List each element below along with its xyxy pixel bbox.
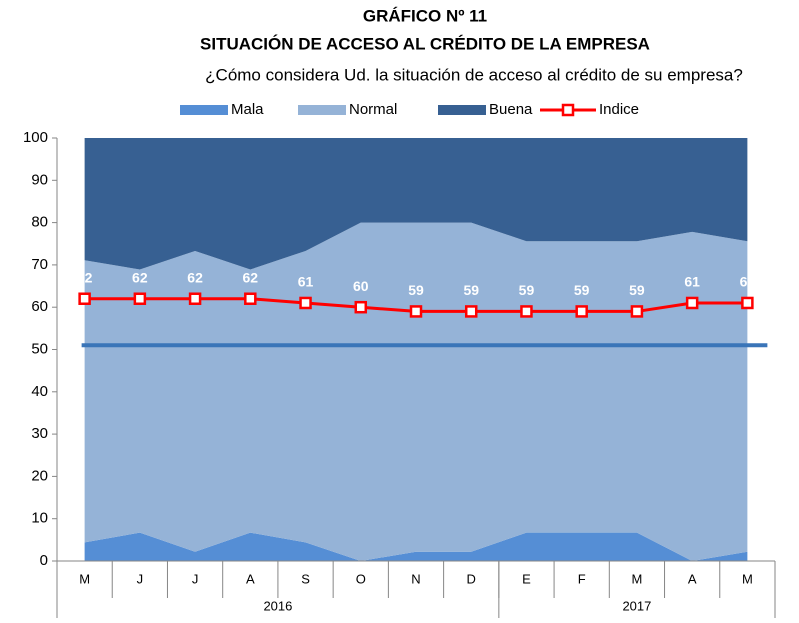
data-label: 59 (519, 282, 535, 298)
legend-label: Indice (599, 101, 639, 118)
group-label: 2016 (263, 598, 292, 613)
x-tick-label: A (688, 571, 697, 586)
data-label: 62 (77, 269, 93, 285)
y-tick-label: 0 (40, 552, 48, 569)
data-label: 61 (684, 274, 700, 290)
y-tick-label: 90 (31, 171, 48, 188)
group-label: 2017 (622, 598, 651, 613)
data-label: 61 (298, 274, 314, 290)
data-label: 62 (187, 269, 203, 285)
x-tick-label: J (137, 571, 144, 586)
y-tick-label: 50 (31, 340, 48, 357)
y-tick-label: 80 (31, 214, 48, 231)
data-label: 59 (629, 282, 645, 298)
y-tick-label: 100 (23, 129, 48, 146)
marker (575, 305, 588, 318)
x-tick-label: O (356, 571, 366, 586)
chart-title: GRÁFICO Nº 11 (363, 6, 487, 25)
marker (78, 292, 91, 305)
marker (630, 305, 644, 318)
y-tick-label: 60 (31, 298, 48, 315)
x-tick-label: S (301, 571, 310, 586)
x-tick-label: M (79, 571, 90, 586)
data-label: 59 (408, 282, 424, 298)
legend-label: Mala (231, 101, 264, 118)
y-tick-label: 40 (31, 383, 48, 400)
marker (299, 296, 312, 310)
data-label: 62 (243, 269, 259, 285)
marker (741, 296, 754, 310)
marker (409, 305, 423, 318)
x-tick-label: A (246, 571, 255, 586)
legend-label: Normal (349, 101, 397, 118)
chart-subtitle: SITUACIÓN DE ACCESO AL CRÉDITO DE LA EMP… (200, 34, 650, 53)
legend-label: Buena (489, 101, 533, 118)
data-label: 61 (740, 274, 756, 290)
marker (188, 292, 202, 305)
area (84, 138, 748, 270)
x-tick-label: M (742, 571, 753, 586)
x-tick-label: M (632, 571, 643, 586)
x-tick-label: J (192, 571, 199, 586)
legend-swatch (298, 105, 346, 115)
x-tick-label: F (578, 571, 586, 586)
marker (133, 292, 147, 305)
x-tick-label: D (467, 571, 476, 586)
marker (354, 300, 368, 314)
data-label: 59 (574, 282, 590, 298)
y-tick-label: 10 (31, 510, 48, 527)
legend-swatch (180, 105, 228, 115)
data-label: 60 (353, 278, 369, 294)
legend-swatch (438, 105, 486, 115)
marker (685, 296, 699, 310)
y-tick-label: 20 (31, 467, 48, 484)
y-tick-label: 70 (31, 256, 48, 273)
area (84, 532, 748, 561)
x-tick-label: N (411, 571, 420, 586)
chart-question: ¿Cómo considera Ud. la situación de acce… (205, 65, 743, 84)
data-label: 62 (132, 269, 148, 285)
marker (520, 305, 533, 318)
x-tick-label: E (522, 571, 531, 586)
legend-marker (561, 103, 575, 117)
y-tick-label: 30 (31, 425, 48, 442)
marker (244, 292, 257, 305)
data-label: 59 (463, 282, 479, 298)
area (84, 222, 748, 561)
marker (464, 305, 478, 318)
